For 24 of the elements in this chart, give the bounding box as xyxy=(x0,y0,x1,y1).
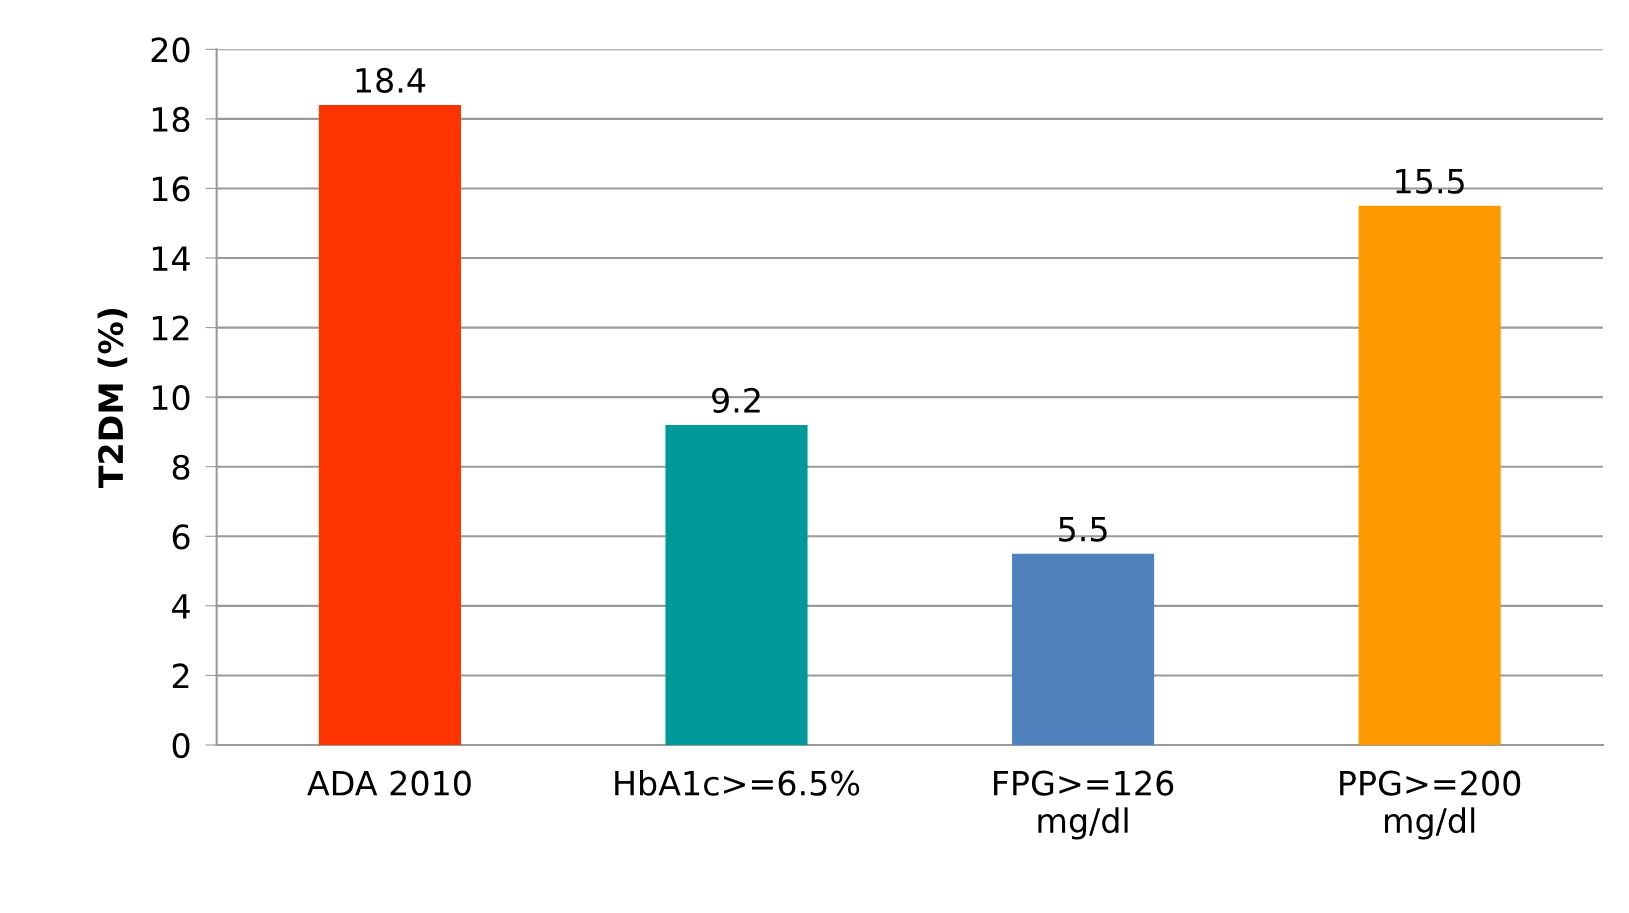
data-label: 15.5 xyxy=(1396,169,1464,194)
data-label: 5.5 xyxy=(1059,516,1107,542)
x-tick-label: HbA1c>=6.5% xyxy=(615,770,860,796)
y-tick-label: 6 xyxy=(172,524,190,550)
data-label: 18.4 xyxy=(356,67,426,93)
y-tick-label: 4 xyxy=(172,594,190,619)
data-label: 9.2 xyxy=(712,387,760,413)
y-axis-title: T2DM (%) xyxy=(97,308,128,489)
bar xyxy=(665,424,808,746)
y-tick-label: 20 xyxy=(151,37,190,63)
x-tick-label: ADA 2010 xyxy=(307,770,471,796)
bar xyxy=(1358,205,1501,746)
y-tick-label: 10 xyxy=(152,385,190,411)
y-tick-label: 18 xyxy=(152,106,190,133)
bar xyxy=(1012,553,1155,746)
x-tick-label: FPG>=126 mg/dl xyxy=(994,770,1174,840)
y-tick-label: 0 xyxy=(172,732,190,759)
y-tick-label: 8 xyxy=(172,454,190,480)
y-tick-label: 14 xyxy=(152,246,190,271)
x-tick-label: PPG>=200 mg/dl xyxy=(1340,770,1521,840)
bar xyxy=(318,104,461,746)
y-tick-label: 2 xyxy=(172,663,189,689)
y-tick-label: 16 xyxy=(152,176,190,202)
y-tick-label: 12 xyxy=(152,315,189,341)
